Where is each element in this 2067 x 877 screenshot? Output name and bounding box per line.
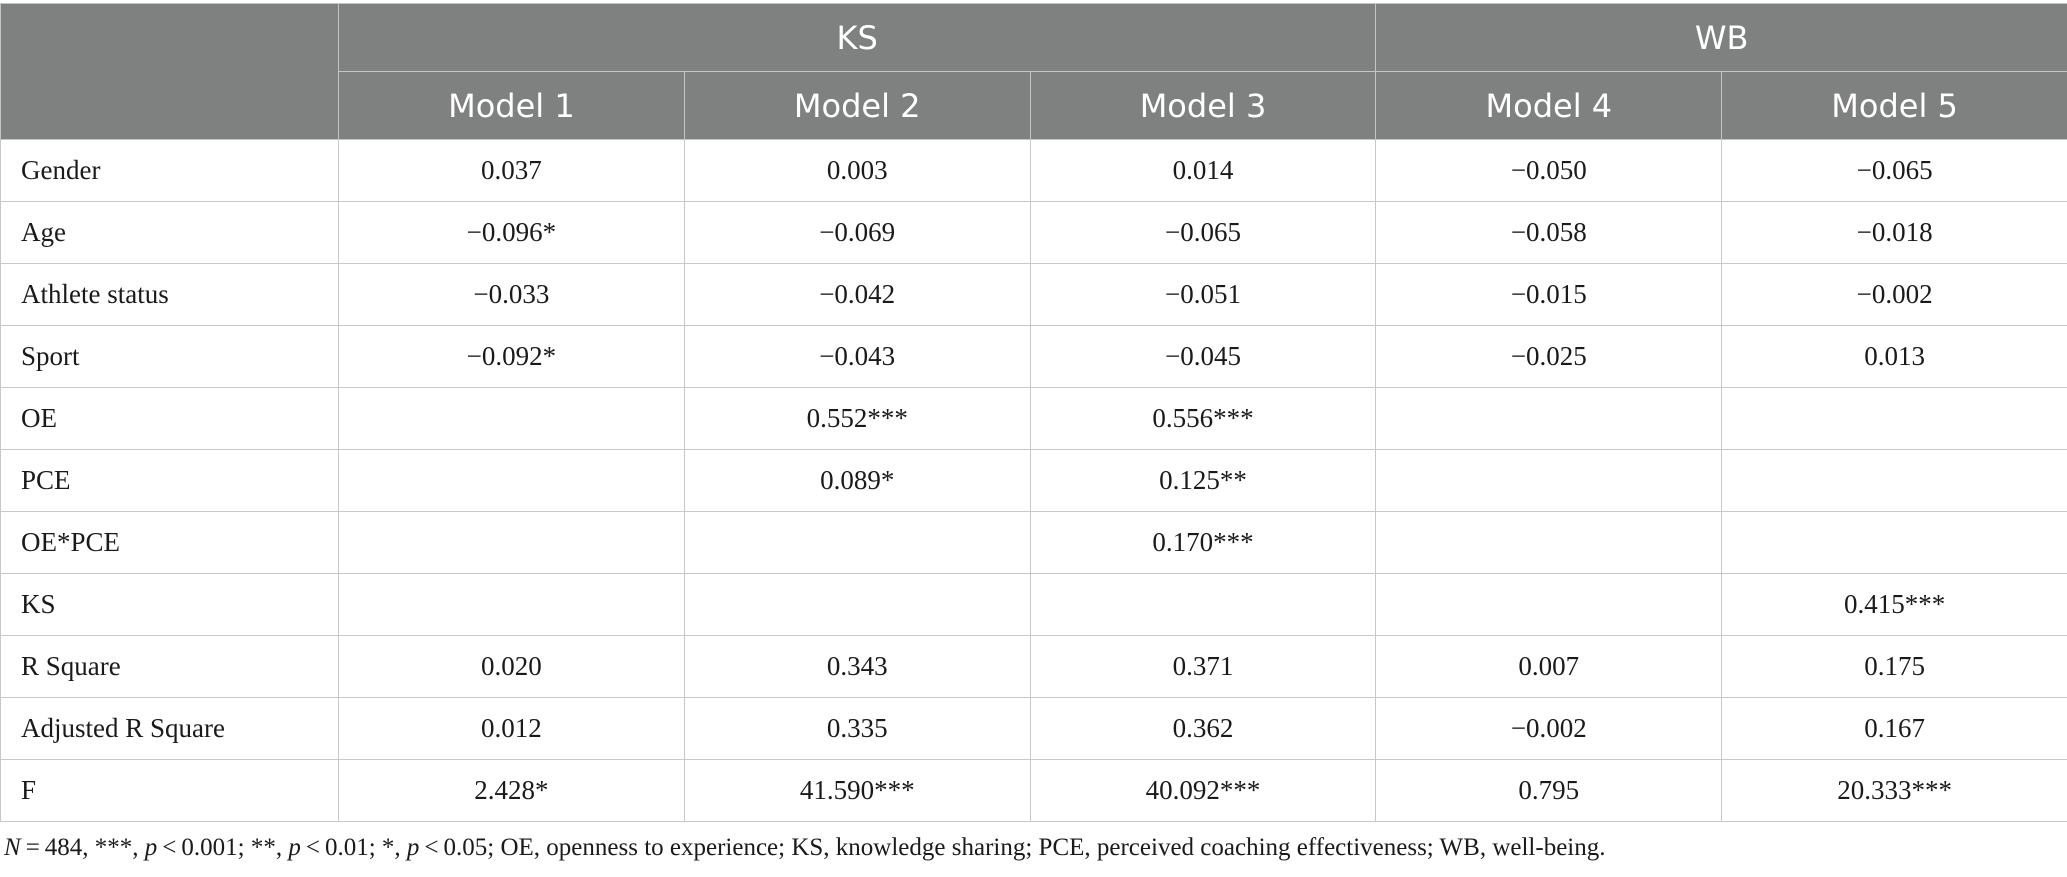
- table-cell: [683, 511, 1031, 574]
- table-cell: −0.042: [683, 263, 1031, 326]
- table-cell: 0.335: [683, 697, 1031, 760]
- table-cell: 0.020: [338, 635, 685, 698]
- table-cell: −0.069: [683, 201, 1031, 264]
- footnote-n-variable: N: [4, 834, 21, 861]
- table-cell: [338, 511, 685, 574]
- table-cell: 0.175: [1721, 635, 2067, 698]
- table-row: R Square 0.020 0.343 0.371 0.007 0.175: [0, 635, 2067, 698]
- table-row: Athlete status −0.033 −0.042 −0.051 −0.015 −0…: [0, 263, 2067, 326]
- table-cell: 0.170***: [1029, 511, 1377, 574]
- table-cell: −0.002: [1375, 697, 1723, 760]
- table-cell: 0.362: [1029, 697, 1377, 760]
- row-label: KS: [0, 573, 339, 636]
- table-cell: [1029, 573, 1377, 636]
- table-cell: −0.096*: [338, 201, 685, 264]
- row-label: Age: [0, 201, 339, 264]
- table-cell: [338, 449, 685, 512]
- footnote-text: < 0.01; *,: [300, 834, 407, 861]
- table-cell: −0.043: [683, 325, 1031, 388]
- table-cell: −0.065: [1029, 201, 1377, 264]
- model-header: Model 1: [338, 71, 685, 140]
- table-cell: 0.795: [1375, 759, 1723, 822]
- model-header: Model 5: [1721, 71, 2067, 140]
- footnote-p-variable: p: [288, 834, 301, 861]
- model-header: Model 3: [1029, 71, 1377, 140]
- table-cell: [1375, 573, 1723, 636]
- table-row: Adjusted R Square 0.012 0.335 0.362 −0.002 0.…: [0, 697, 2067, 760]
- table-cell: −0.018: [1721, 201, 2067, 264]
- table-cell: −0.045: [1029, 325, 1377, 388]
- corner-cell: [0, 3, 339, 140]
- group-header-wb: WB: [1375, 3, 2067, 72]
- table-row: Gender 0.037 0.003 0.014 −0.050 −0.065: [0, 139, 2067, 202]
- table-cell: −0.033: [338, 263, 685, 326]
- table-cell: −0.025: [1375, 325, 1723, 388]
- model-header-row: Model 1 Model 2 Model 3 Model 4 Model 5: [1, 71, 2067, 140]
- table-cell: 0.037: [338, 139, 685, 202]
- footnote-text: < 0.05; OE, openness to experience; KS, …: [419, 834, 1606, 861]
- table-row: Sport −0.092* −0.043 −0.045 −0.025 0.013: [0, 325, 2067, 388]
- table-cell: 0.556***: [1029, 387, 1377, 450]
- table-cell: 0.003: [683, 139, 1031, 202]
- table-cell: [1375, 449, 1723, 512]
- table-cell: −0.092*: [338, 325, 685, 388]
- row-label: OE*PCE: [0, 511, 339, 574]
- table-cell: 0.343: [683, 635, 1031, 698]
- table-cell: [1721, 449, 2067, 512]
- table-cell: −0.002: [1721, 263, 2067, 326]
- row-label: PCE: [0, 449, 339, 512]
- table-row: F 2.428* 41.590*** 40.092*** 0.795 20.333***: [0, 759, 2067, 822]
- table-cell: [683, 573, 1031, 636]
- row-label: Gender: [0, 139, 339, 202]
- table-cell: 0.167: [1721, 697, 2067, 760]
- table-row: KS 0.415***: [0, 573, 2067, 636]
- footnote-text: < 0.001; **,: [157, 834, 289, 861]
- table-cell: 40.092***: [1029, 759, 1377, 822]
- table-cell: 0.371: [1029, 635, 1377, 698]
- table-row: PCE 0.089* 0.125**: [0, 449, 2067, 512]
- row-label: F: [0, 759, 339, 822]
- table-cell: −0.050: [1375, 139, 1723, 202]
- regression-table: KS WB Model 1 Model 2 Model 3 Model 4 Mo…: [0, 3, 2067, 822]
- footnote-p-variable: p: [144, 834, 158, 861]
- table-cell: 0.014: [1029, 139, 1377, 202]
- table-cell: 20.333***: [1721, 759, 2067, 822]
- table-cell: [338, 573, 685, 636]
- table-cell: [1721, 387, 2067, 450]
- table-cell: 0.013: [1721, 325, 2067, 388]
- table-cell: [1375, 387, 1723, 450]
- row-label: Athlete status: [0, 263, 339, 326]
- table-cell: −0.051: [1029, 263, 1377, 326]
- model-header: Model 4: [1375, 71, 1723, 140]
- table-cell: 2.428*: [338, 759, 685, 822]
- table-cell: [1721, 511, 2067, 574]
- table-cell: 0.125**: [1029, 449, 1377, 512]
- regression-table-container: KS WB Model 1 Model 2 Model 3 Model 4 Mo…: [0, 3, 2067, 822]
- table-row: Age −0.096* −0.069 −0.065 −0.058 −0.018: [0, 201, 2067, 264]
- table-row: OE*PCE 0.170***: [0, 511, 2067, 574]
- table-cell: 0.552***: [683, 387, 1031, 450]
- table-cell: −0.015: [1375, 263, 1723, 326]
- group-header-row: KS WB: [0, 3, 2067, 140]
- table-cell: −0.065: [1721, 139, 2067, 202]
- table-cell: −0.058: [1375, 201, 1723, 264]
- group-header-ks: KS: [337, 3, 1377, 72]
- row-label: Sport: [0, 325, 339, 388]
- table-row: OE 0.552*** 0.556***: [0, 387, 2067, 450]
- table-cell: 41.590***: [683, 759, 1031, 822]
- row-label: Adjusted R Square: [0, 697, 339, 760]
- table-cell: 0.007: [1375, 635, 1723, 698]
- footnote-text: = 484, ***,: [20, 834, 145, 861]
- table-footnote: N = 484, ***, p < 0.001; **, p < 0.01; *…: [4, 834, 1605, 862]
- table-cell: [338, 387, 685, 450]
- model-header: Model 2: [683, 71, 1031, 140]
- footnote-p-variable: p: [406, 834, 420, 861]
- table-cell: 0.012: [338, 697, 685, 760]
- row-label: OE: [0, 387, 339, 450]
- table-cell: 0.089*: [683, 449, 1031, 512]
- row-label: R Square: [0, 635, 339, 698]
- table-body: Gender 0.037 0.003 0.014 −0.050 −0.065 Age −0.0…: [0, 139, 2067, 822]
- table-cell: [1375, 511, 1723, 574]
- table-cell: 0.415***: [1721, 573, 2067, 636]
